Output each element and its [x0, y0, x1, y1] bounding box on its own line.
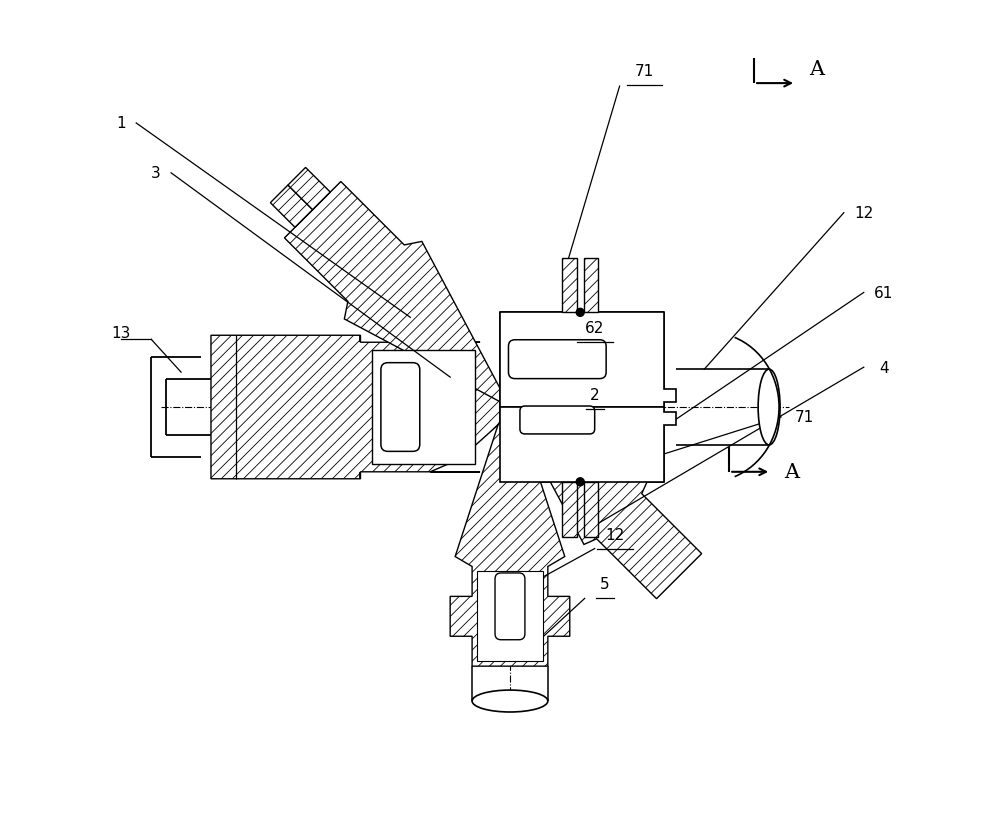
Text: 71: 71: [794, 410, 814, 425]
Polygon shape: [562, 258, 577, 313]
Text: 1: 1: [116, 117, 126, 131]
Polygon shape: [584, 482, 598, 537]
Polygon shape: [450, 408, 570, 667]
Text: 12: 12: [605, 527, 624, 542]
FancyBboxPatch shape: [508, 341, 606, 379]
FancyBboxPatch shape: [520, 407, 595, 434]
Circle shape: [576, 478, 584, 486]
Ellipse shape: [472, 691, 548, 712]
Text: A: A: [809, 60, 824, 79]
FancyBboxPatch shape: [381, 363, 420, 452]
Ellipse shape: [383, 370, 418, 445]
Polygon shape: [270, 186, 313, 228]
Text: 71: 71: [635, 64, 654, 79]
FancyBboxPatch shape: [495, 573, 525, 640]
Polygon shape: [510, 408, 702, 599]
Text: 4: 4: [879, 361, 889, 375]
Polygon shape: [211, 336, 510, 479]
Text: A: A: [784, 463, 799, 481]
Ellipse shape: [758, 370, 780, 446]
Polygon shape: [500, 313, 676, 408]
Polygon shape: [584, 258, 598, 313]
Text: 62: 62: [585, 321, 604, 336]
Polygon shape: [372, 351, 475, 464]
Circle shape: [576, 309, 584, 317]
Polygon shape: [500, 408, 676, 482]
Text: 5: 5: [600, 576, 609, 591]
Text: 2: 2: [590, 388, 599, 403]
Text: 3: 3: [151, 166, 161, 181]
Polygon shape: [284, 182, 510, 408]
Text: 12: 12: [854, 206, 873, 221]
Polygon shape: [288, 168, 330, 210]
Polygon shape: [477, 571, 543, 662]
Polygon shape: [562, 482, 577, 537]
Text: 13: 13: [112, 325, 131, 341]
Text: 61: 61: [874, 285, 893, 300]
